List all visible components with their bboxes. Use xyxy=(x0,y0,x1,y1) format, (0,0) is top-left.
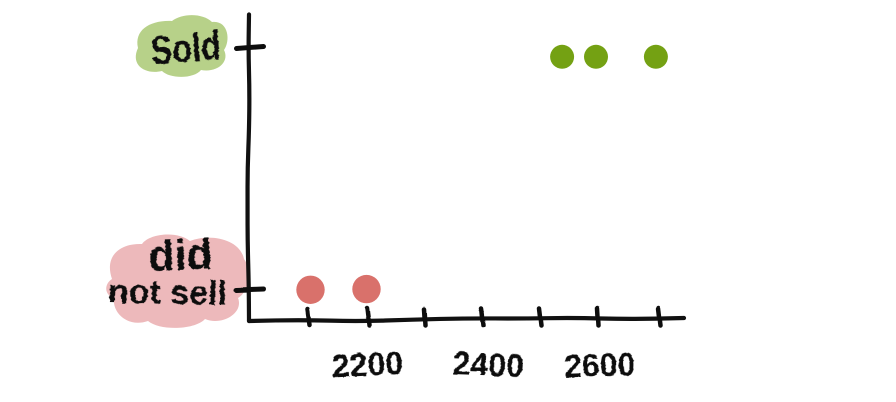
svg-text:2200: 2200 xyxy=(330,344,403,384)
svg-text:2600: 2600 xyxy=(563,346,635,384)
svg-text:not sell: not sell xyxy=(107,272,227,312)
svg-text:2400: 2400 xyxy=(452,345,524,383)
svg-text:Sold: Sold xyxy=(149,22,221,73)
